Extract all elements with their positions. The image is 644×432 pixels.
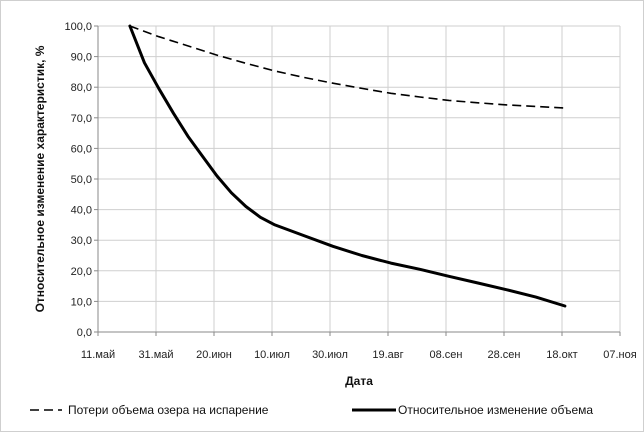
y-tick-label: 10,0: [71, 296, 92, 308]
x-tick-label: 10.июл: [254, 349, 290, 361]
x-tick-label: 08.сен: [430, 349, 463, 361]
y-tick-label: 60,0: [71, 143, 92, 155]
x-tick-label: 11.май: [81, 349, 115, 361]
series-lines: [128, 24, 567, 308]
y-tick-label: 20,0: [71, 266, 92, 278]
tick-labels: 0,0 10,0 20,0 30,0 40,0 50,0 60,0 70,0 80,0 90,0 1…: [64, 21, 636, 361]
y-axis-title: Относительное изменение характеристик, %: [33, 45, 47, 312]
axes: [94, 25, 621, 336]
y-tick-label: 80,0: [71, 82, 92, 94]
y-tick-label: 70,0: [71, 113, 92, 125]
x-tick-label: 18.окт: [546, 349, 577, 361]
y-tick-label: 50,0: [71, 174, 92, 186]
y-tick-label: 40,0: [71, 205, 92, 217]
gridlines: [98, 25, 621, 332]
x-axis-title: Дата: [345, 374, 373, 388]
y-tick-label: 30,0: [71, 235, 92, 247]
legend-label-evaporation: Потери объема озера на испарение: [68, 403, 269, 417]
series-line-0: [129, 25, 565, 109]
y-tick-label: 0,0: [77, 327, 92, 339]
legend-label-volume-change: Относительное изменение объема: [398, 403, 593, 417]
series-line-1: [128, 24, 567, 308]
y-tick-label: 100,0: [64, 21, 92, 33]
x-tick-label: 30.июл: [312, 349, 348, 361]
y-tick-label: 90,0: [71, 52, 92, 64]
x-tick-label: 28.сен: [488, 349, 521, 361]
x-tick-label: 19.авг: [372, 349, 403, 361]
x-tick-label: 20.июн: [196, 349, 232, 361]
legend: Потери объема озера на испарение Относит…: [30, 403, 593, 417]
x-tick-label: 07.ноя: [603, 349, 636, 361]
x-tick-label: 31.май: [138, 349, 173, 361]
